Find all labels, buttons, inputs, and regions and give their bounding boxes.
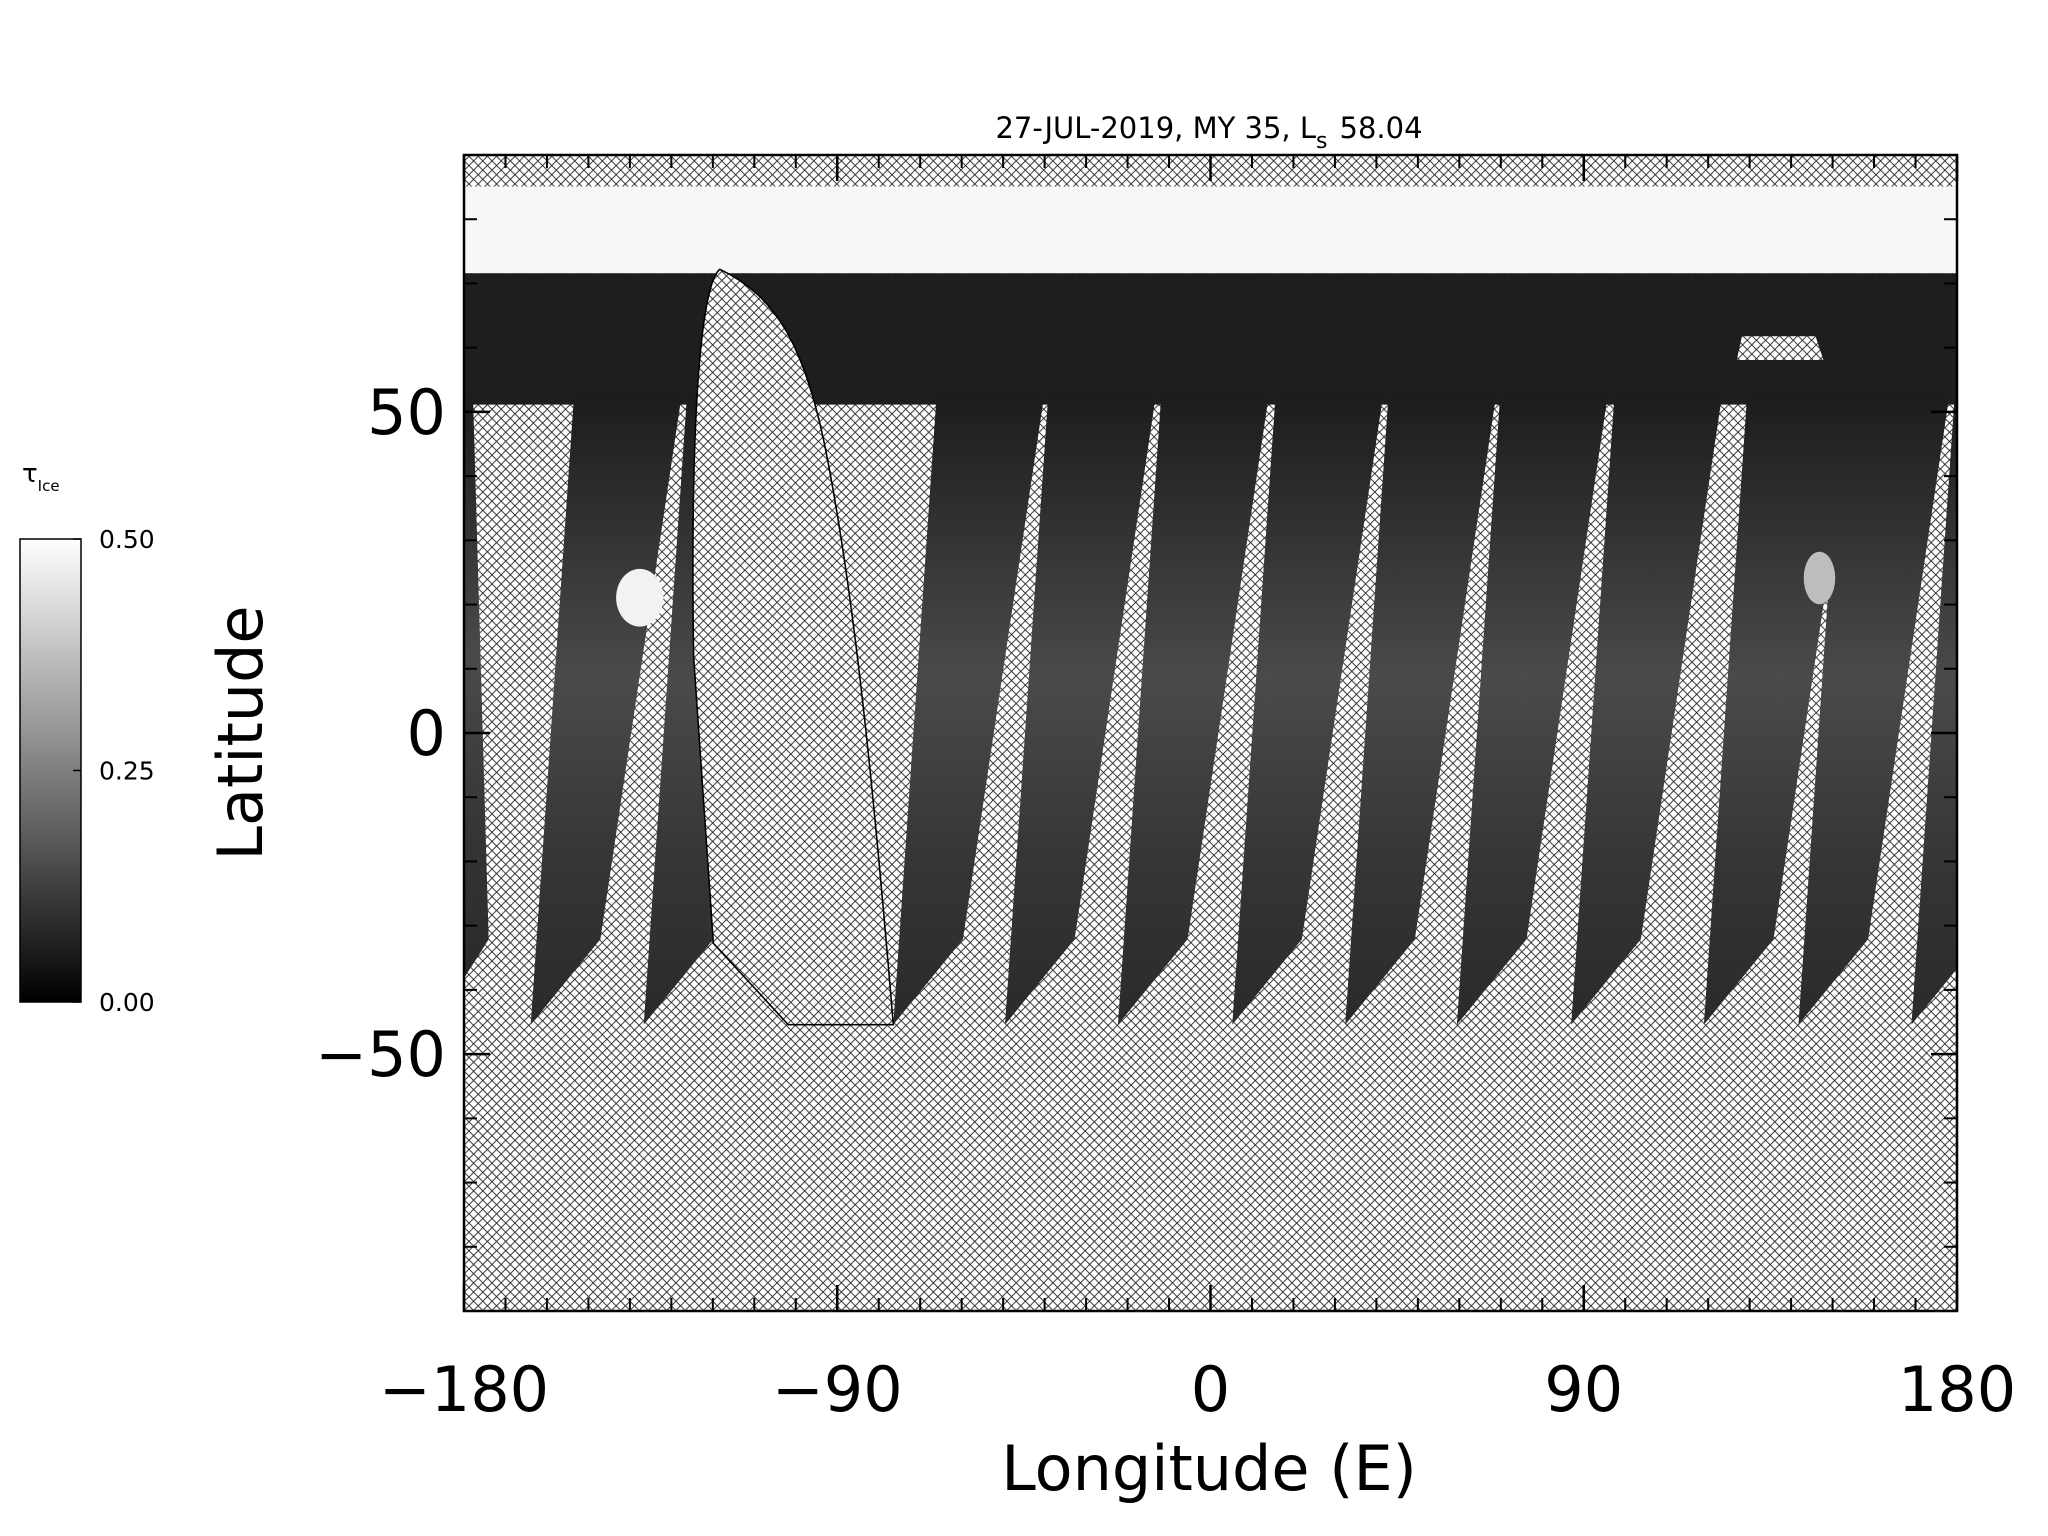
swath <box>1798 394 1950 1025</box>
x-tick-label: 180 <box>1898 1353 2016 1426</box>
title-subscript: s <box>1316 129 1327 154</box>
swath <box>1703 394 1855 1025</box>
colorbar-label-subscript: Ice <box>38 477 60 495</box>
x-tick-label: 90 <box>1544 1353 1623 1426</box>
x-tick-label: −90 <box>772 1353 903 1426</box>
swath <box>893 394 1045 1025</box>
title-value: 58.04 <box>1340 111 1423 145</box>
y-tick-label: −50 <box>315 1018 446 1091</box>
colorbar-tick-label: 0.50 <box>99 525 155 554</box>
title-text: 27-JUL-2019, MY 35, L <box>995 111 1316 145</box>
y-tick-label: 50 <box>367 376 446 449</box>
colorbar-tick-label: 0.00 <box>99 988 155 1017</box>
swath <box>1571 394 1723 1025</box>
colorbar-tick-label: 0.25 <box>99 757 155 786</box>
swath <box>1345 394 1497 1025</box>
x-tick-label: −180 <box>379 1353 549 1426</box>
x-axis-label: Longitude (E) <box>1001 1432 1417 1505</box>
colorbar-label-text: τ <box>22 459 38 489</box>
y-tick-label: 0 <box>407 697 446 770</box>
swath <box>530 394 682 1025</box>
colorbar-label: τIce <box>22 459 60 495</box>
chart-title: 27-JUL-2019, MY 35, Ls 58.04 <box>995 111 1422 154</box>
map-image <box>464 155 1957 1311</box>
swath <box>1232 394 1384 1025</box>
swath <box>1456 394 1608 1025</box>
colorbar <box>19 538 82 1003</box>
y-axis-label: Latitude <box>204 605 277 860</box>
swath <box>1117 394 1270 1025</box>
x-tick-label: 0 <box>1191 1353 1230 1426</box>
swath <box>1004 394 1157 1025</box>
swath <box>1911 394 1957 1025</box>
